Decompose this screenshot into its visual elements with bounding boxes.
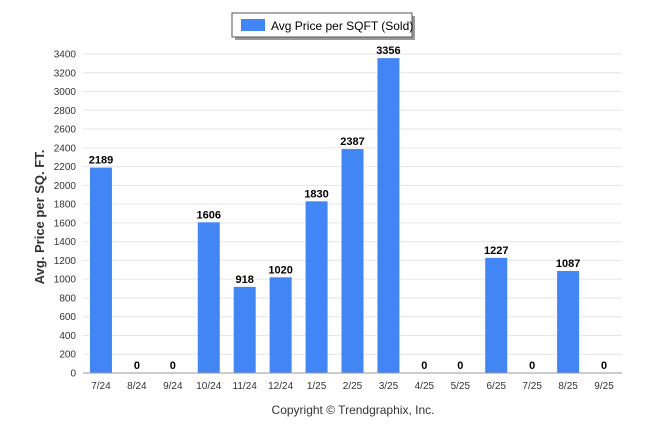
data-label: 0: [457, 360, 463, 372]
data-label: 1020: [268, 264, 292, 276]
x-tick-label: 7/25: [522, 381, 542, 392]
y-tick-label: 3200: [54, 68, 77, 79]
legend-label: Avg Price per SQFT (Sold): [271, 19, 413, 33]
x-tick-label: 11/24: [233, 381, 258, 392]
y-tick-label: 800: [59, 293, 76, 304]
bar: [269, 277, 292, 373]
y-tick-label: 0: [70, 369, 76, 380]
bar: [233, 286, 256, 373]
y-tick-label: 400: [59, 331, 76, 342]
y-tick-label: 1200: [54, 256, 77, 267]
y-tick-label: 2400: [54, 143, 77, 154]
bar: [341, 149, 364, 373]
legend-swatch: [241, 19, 265, 31]
bar: [89, 167, 112, 373]
y-tick-label: 600: [59, 312, 76, 323]
y-axis-label: Avg. Price per SQ. FT.: [32, 150, 47, 285]
bar: [305, 201, 328, 373]
y-tick-label: 2800: [54, 106, 77, 117]
bar: [485, 257, 508, 373]
copyright-text: Copyright © Trendgraphix, Inc.: [272, 403, 435, 417]
data-label: 0: [134, 360, 140, 372]
y-tick-label: 2200: [54, 162, 77, 173]
y-tick-label: 1800: [54, 200, 77, 211]
data-labels: 2189 0 0 1606 918 1020 1830 2387 3356 0 0 1227 0 1087…: [89, 45, 607, 372]
data-label: 0: [421, 360, 427, 372]
x-tick-label: 8/24: [127, 381, 147, 392]
x-tick-label: 9/24: [163, 381, 183, 392]
x-tick-label: 7/24: [91, 381, 111, 392]
legend: Avg Price per SQFT (Sold): [231, 12, 415, 40]
x-tick-label: 3/25: [379, 381, 399, 392]
x-tick-label: 1/25: [307, 381, 327, 392]
y-tick-label: 3400: [54, 50, 77, 61]
x-tick-label: 12/24: [268, 381, 293, 392]
data-label: 2189: [89, 155, 113, 167]
data-label: 2387: [340, 136, 364, 148]
x-tick-label: 6/25: [486, 381, 506, 392]
y-tick-label: 2600: [54, 125, 77, 136]
data-label: 3356: [376, 45, 400, 57]
x-tick-label: 10/24: [196, 381, 221, 392]
y-tick-label: 2000: [54, 181, 77, 192]
y-tick-label: 1400: [54, 237, 77, 248]
y-axis-ticks: 0 200 400 600 800 1000 1200 1400 1600 1800 2000 220…: [54, 50, 77, 380]
x-tick-label: 4/25: [415, 381, 435, 392]
x-tick-label: 5/25: [451, 381, 471, 392]
bar: [557, 271, 580, 373]
y-tick-label: 3000: [54, 87, 77, 98]
x-tick-label: 8/25: [558, 381, 578, 392]
y-tick-label: 200: [59, 350, 76, 361]
x-axis-ticks: 7/24 8/24 9/24 10/24 11/24 12/24 1/25 2/25 3/25 4…: [91, 381, 614, 392]
data-label: 0: [529, 360, 535, 372]
y-tick-label: 1000: [54, 275, 77, 286]
data-label: 0: [601, 360, 607, 372]
bar: [197, 222, 220, 373]
data-label: 1087: [556, 258, 580, 270]
data-label: 918: [236, 274, 254, 286]
data-label: 1830: [304, 188, 328, 200]
data-label: 0: [170, 360, 176, 372]
y-tick-label: 1600: [54, 218, 77, 229]
x-tick-label: 9/25: [594, 381, 614, 392]
data-label: 1606: [197, 209, 221, 221]
data-label: 1227: [484, 245, 508, 257]
bars: [89, 58, 580, 373]
x-tick-label: 2/25: [343, 381, 363, 392]
bar: [377, 58, 400, 373]
